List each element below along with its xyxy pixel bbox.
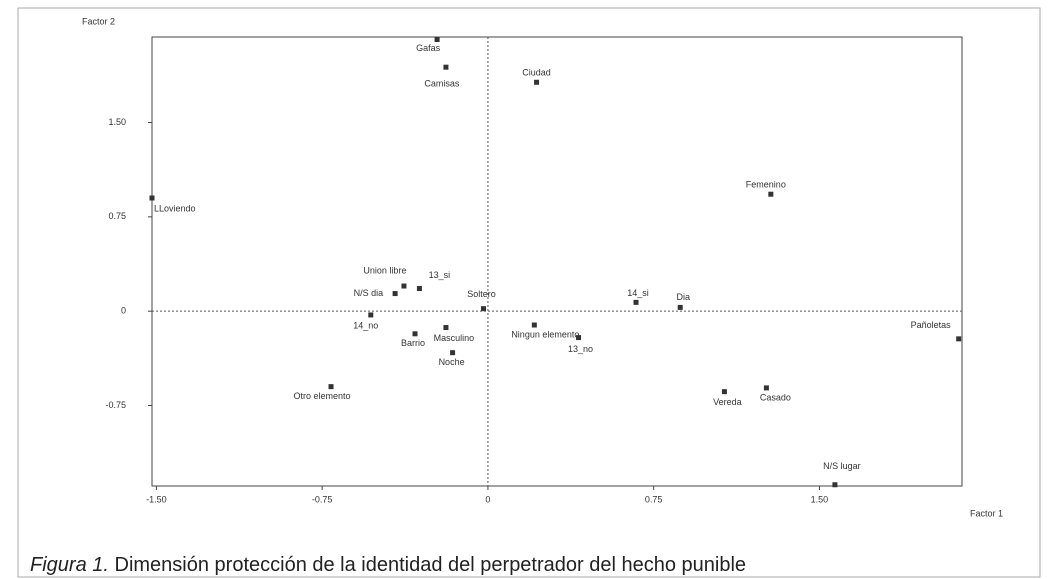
point-label: Dia [676,292,690,302]
point-label: 13_si [429,270,451,280]
point-label: Otro elemento [294,391,351,401]
point-label: Pañoletas [911,320,952,330]
point-label: Ciudad [522,68,551,78]
point [768,191,774,197]
point-label: N/S lugar [823,461,861,471]
point-label: Casado [760,392,791,402]
point-label: Union libre [363,265,406,275]
point-label: Camisas [424,79,460,89]
y-tick-label: -0.75 [105,400,126,410]
caption: Figura 1. Dimensión protección de la ide… [30,554,746,576]
point-label: Gafas [416,43,441,53]
point-label: Noche [439,357,465,367]
point-label: 14_no [353,320,378,330]
point-label: Vereda [713,397,742,407]
point [763,385,769,391]
x-tick-label: 0 [485,494,490,504]
figure-frame [17,7,1041,578]
plot-frame [151,36,963,487]
point [149,195,155,201]
point-label: 13_no [568,344,593,354]
point [368,312,374,318]
point [832,482,838,488]
point [721,389,727,395]
y-axis-label: Factor 2 [82,16,115,26]
point [416,286,422,292]
point-label: Ningun elemento [511,329,579,339]
point [434,37,440,43]
x-tick-label: 0.75 [645,494,663,504]
point [443,64,449,70]
y-tick-label: 0 [121,306,126,316]
point [633,299,639,305]
point-label: Soltero [467,289,496,299]
point [328,384,334,390]
point [392,291,398,297]
point-label: Barrio [401,338,425,348]
point [481,306,487,312]
point-label: Femenino [746,180,786,190]
y-tick-label: 1.50 [108,117,126,127]
point-label: LLoviendo [154,203,196,213]
x-tick-label: -1.50 [146,494,167,504]
point [401,283,407,289]
point [956,336,962,342]
point [443,325,449,331]
point [450,350,456,356]
caption-text: Dimensión protección de la identidad del… [115,554,747,576]
point [412,331,418,337]
point-label: Masculino [434,333,475,343]
x-tick-label: -0.75 [312,494,333,504]
y-tick-label: 0.75 [108,211,126,221]
point [576,335,582,341]
caption-label: Figura 1. [30,554,109,576]
point [677,304,683,310]
x-tick-label: 1.50 [811,494,829,504]
point-label: N/S dia [354,288,384,298]
x-axis-label: Factor 1 [970,508,1003,518]
point [534,79,540,85]
point-label: 14_si [627,288,649,298]
point [531,322,537,328]
